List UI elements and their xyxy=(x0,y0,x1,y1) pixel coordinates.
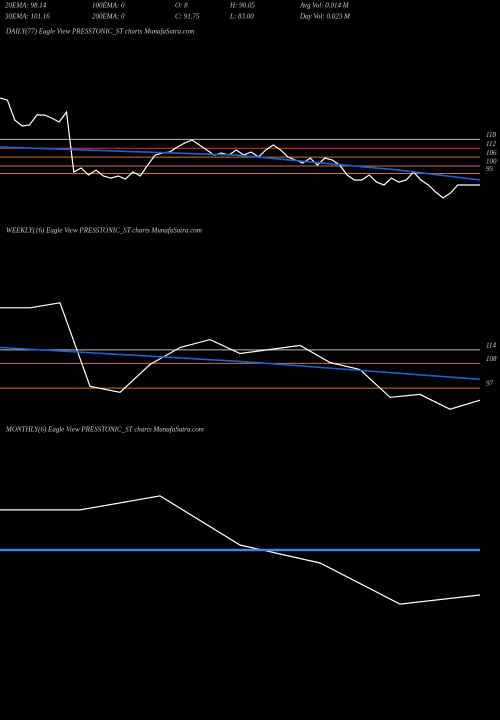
price-line xyxy=(0,97,480,199)
header-stat: Avg Vol: 0.014 M xyxy=(299,2,350,10)
header-stat: O: 8 xyxy=(175,2,188,10)
ema-line xyxy=(0,346,481,381)
level-label: 106 xyxy=(486,149,497,157)
level-label: 118 xyxy=(486,131,496,139)
level-label: 112 xyxy=(486,140,496,148)
level-label: 108 xyxy=(486,355,497,363)
ema-line xyxy=(0,146,481,181)
header-stat: 200EMA: 0 xyxy=(92,13,125,21)
header-stat: H: 90.05 xyxy=(229,2,255,10)
level-label: 100 xyxy=(486,158,497,166)
price-line xyxy=(0,302,481,410)
level-label: 95 xyxy=(486,165,494,173)
level-label: 97 xyxy=(486,380,494,388)
header-stat: 20EMA: 98.14 xyxy=(5,2,47,10)
panel-title: MONTHLY(6) Eagle View PRESSTONIC_ST char… xyxy=(5,426,204,434)
header-stat: 30EMA: 101.16 xyxy=(4,13,50,21)
level-label: 114 xyxy=(486,342,496,350)
panel-title: WEEKLY(16) Eagle View PRESSTONIC_ST char… xyxy=(6,227,202,235)
header-stat: Day Vol: 0.023 M xyxy=(299,13,351,21)
header-stat: L: 83.00 xyxy=(229,13,254,21)
price-line xyxy=(0,495,481,605)
panel-title: DAILY(77) Eagle View PRESSTONIC_ST chart… xyxy=(5,28,194,36)
header-stat: 100EMA: 0 xyxy=(92,2,125,10)
header-stat: C: 91.75 xyxy=(175,13,200,21)
